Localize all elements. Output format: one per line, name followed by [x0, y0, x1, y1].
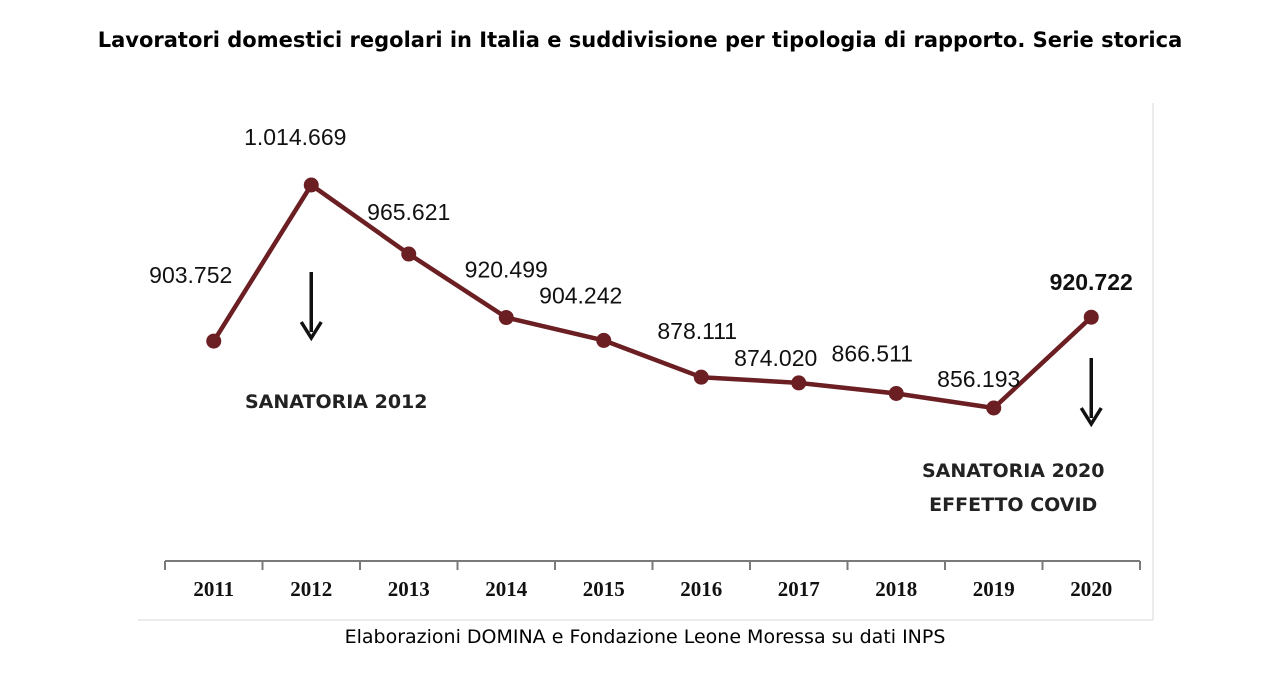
- data-point-2016: [693, 369, 709, 385]
- annotation-text: EFFETTO COVID: [929, 494, 1097, 516]
- x-tick-label: 2012: [290, 577, 332, 601]
- data-label-2019: 856.193: [937, 366, 1020, 392]
- x-tick-label: 2015: [583, 577, 625, 601]
- x-tick-label: 2014: [485, 577, 528, 601]
- data-label-2018: 866.511: [832, 340, 913, 366]
- data-label-2016: 878.111: [657, 318, 737, 344]
- x-tick-label: 2018: [875, 577, 917, 601]
- data-label-2020: 920.722: [1050, 269, 1133, 295]
- x-tick-label: 2013: [388, 577, 430, 601]
- data-point-2012: [303, 177, 319, 193]
- data-label-2014: 920.499: [465, 257, 548, 283]
- data-point-2020: [1083, 309, 1099, 325]
- data-markers: [206, 177, 1099, 416]
- data-point-2015: [596, 332, 612, 348]
- x-tick-label: 2020: [1070, 577, 1112, 601]
- annotations: SANATORIA 2012 SANATORIA 2020 EFFETTO COVI…: [245, 272, 1105, 516]
- source-note: Elaborazioni DOMINA e Fondazione Leone M…: [344, 626, 946, 648]
- series-polyline: [211, 182, 1093, 411]
- data-point-2018: [888, 385, 904, 401]
- arrow-down-icon: [299, 272, 323, 342]
- annotation-text: SANATORIA 2012: [245, 391, 428, 413]
- x-tick-label: 2011: [193, 577, 234, 601]
- data-label-2013: 965.621: [367, 199, 450, 225]
- data-label-2011: 903.752: [149, 262, 232, 288]
- data-label-2015: 904.242: [539, 282, 622, 308]
- series-line: [211, 182, 1093, 411]
- data-point-2014: [498, 310, 514, 326]
- data-label-2012: 1.014.669: [244, 124, 346, 150]
- x-tick-label: 2016: [680, 577, 722, 601]
- page-title: Lavoratori domestici regolari in Italia …: [97, 28, 1183, 52]
- annotation-text: SANATORIA 2020: [922, 460, 1105, 482]
- x-axis: 2011 2012 2013 2014 2015 2016 2017 2018 2019 2020: [164, 560, 1141, 601]
- arrow-down-icon: [1079, 358, 1103, 428]
- data-point-2011: [206, 333, 222, 349]
- data-point-2013: [401, 246, 417, 262]
- data-label-2017: 874.020: [734, 345, 817, 371]
- data-point-2019: [986, 400, 1002, 416]
- x-tick-label: 2019: [973, 577, 1015, 601]
- x-tick-label: 2017: [778, 577, 820, 601]
- data-point-2017: [791, 375, 807, 391]
